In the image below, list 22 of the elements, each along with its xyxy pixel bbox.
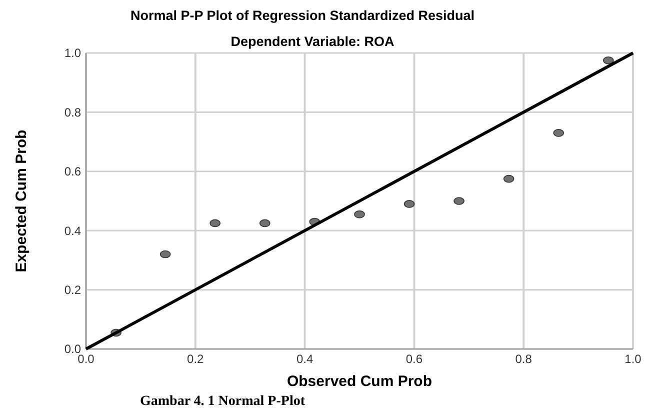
x-tick-label: 0.4 xyxy=(296,352,314,366)
point xyxy=(354,210,365,218)
y-tick-label: 1.0 xyxy=(64,46,82,60)
point xyxy=(454,197,464,205)
chart-subtitle: Dependent Variable: ROA xyxy=(230,34,395,49)
x-tick-label: 0.6 xyxy=(406,352,423,366)
chart-title: Normal P-P Plot of Regression Standardized Residual xyxy=(130,8,475,23)
y-axis-title: Expected Cum Prob xyxy=(13,130,30,272)
x-tick-label: 0.2 xyxy=(187,352,204,366)
y-tick-label: 0.2 xyxy=(64,283,82,297)
text: Gambar 4. 1 Normal P-Plot xyxy=(140,394,306,409)
point xyxy=(210,219,220,228)
x-axis-title: Observed Cum Prob xyxy=(286,373,432,390)
y-tick-label: 0.4 xyxy=(64,224,82,238)
point xyxy=(160,250,171,258)
point xyxy=(503,174,514,183)
x-tick-label: 0.0 xyxy=(78,352,95,366)
x-tick-label: 0.8 xyxy=(515,352,532,366)
x-tick-label: 1.0 xyxy=(624,352,642,366)
y-tick-label: 0.6 xyxy=(64,164,82,179)
point xyxy=(259,219,270,228)
y-tick-label: 0.8 xyxy=(64,105,82,120)
